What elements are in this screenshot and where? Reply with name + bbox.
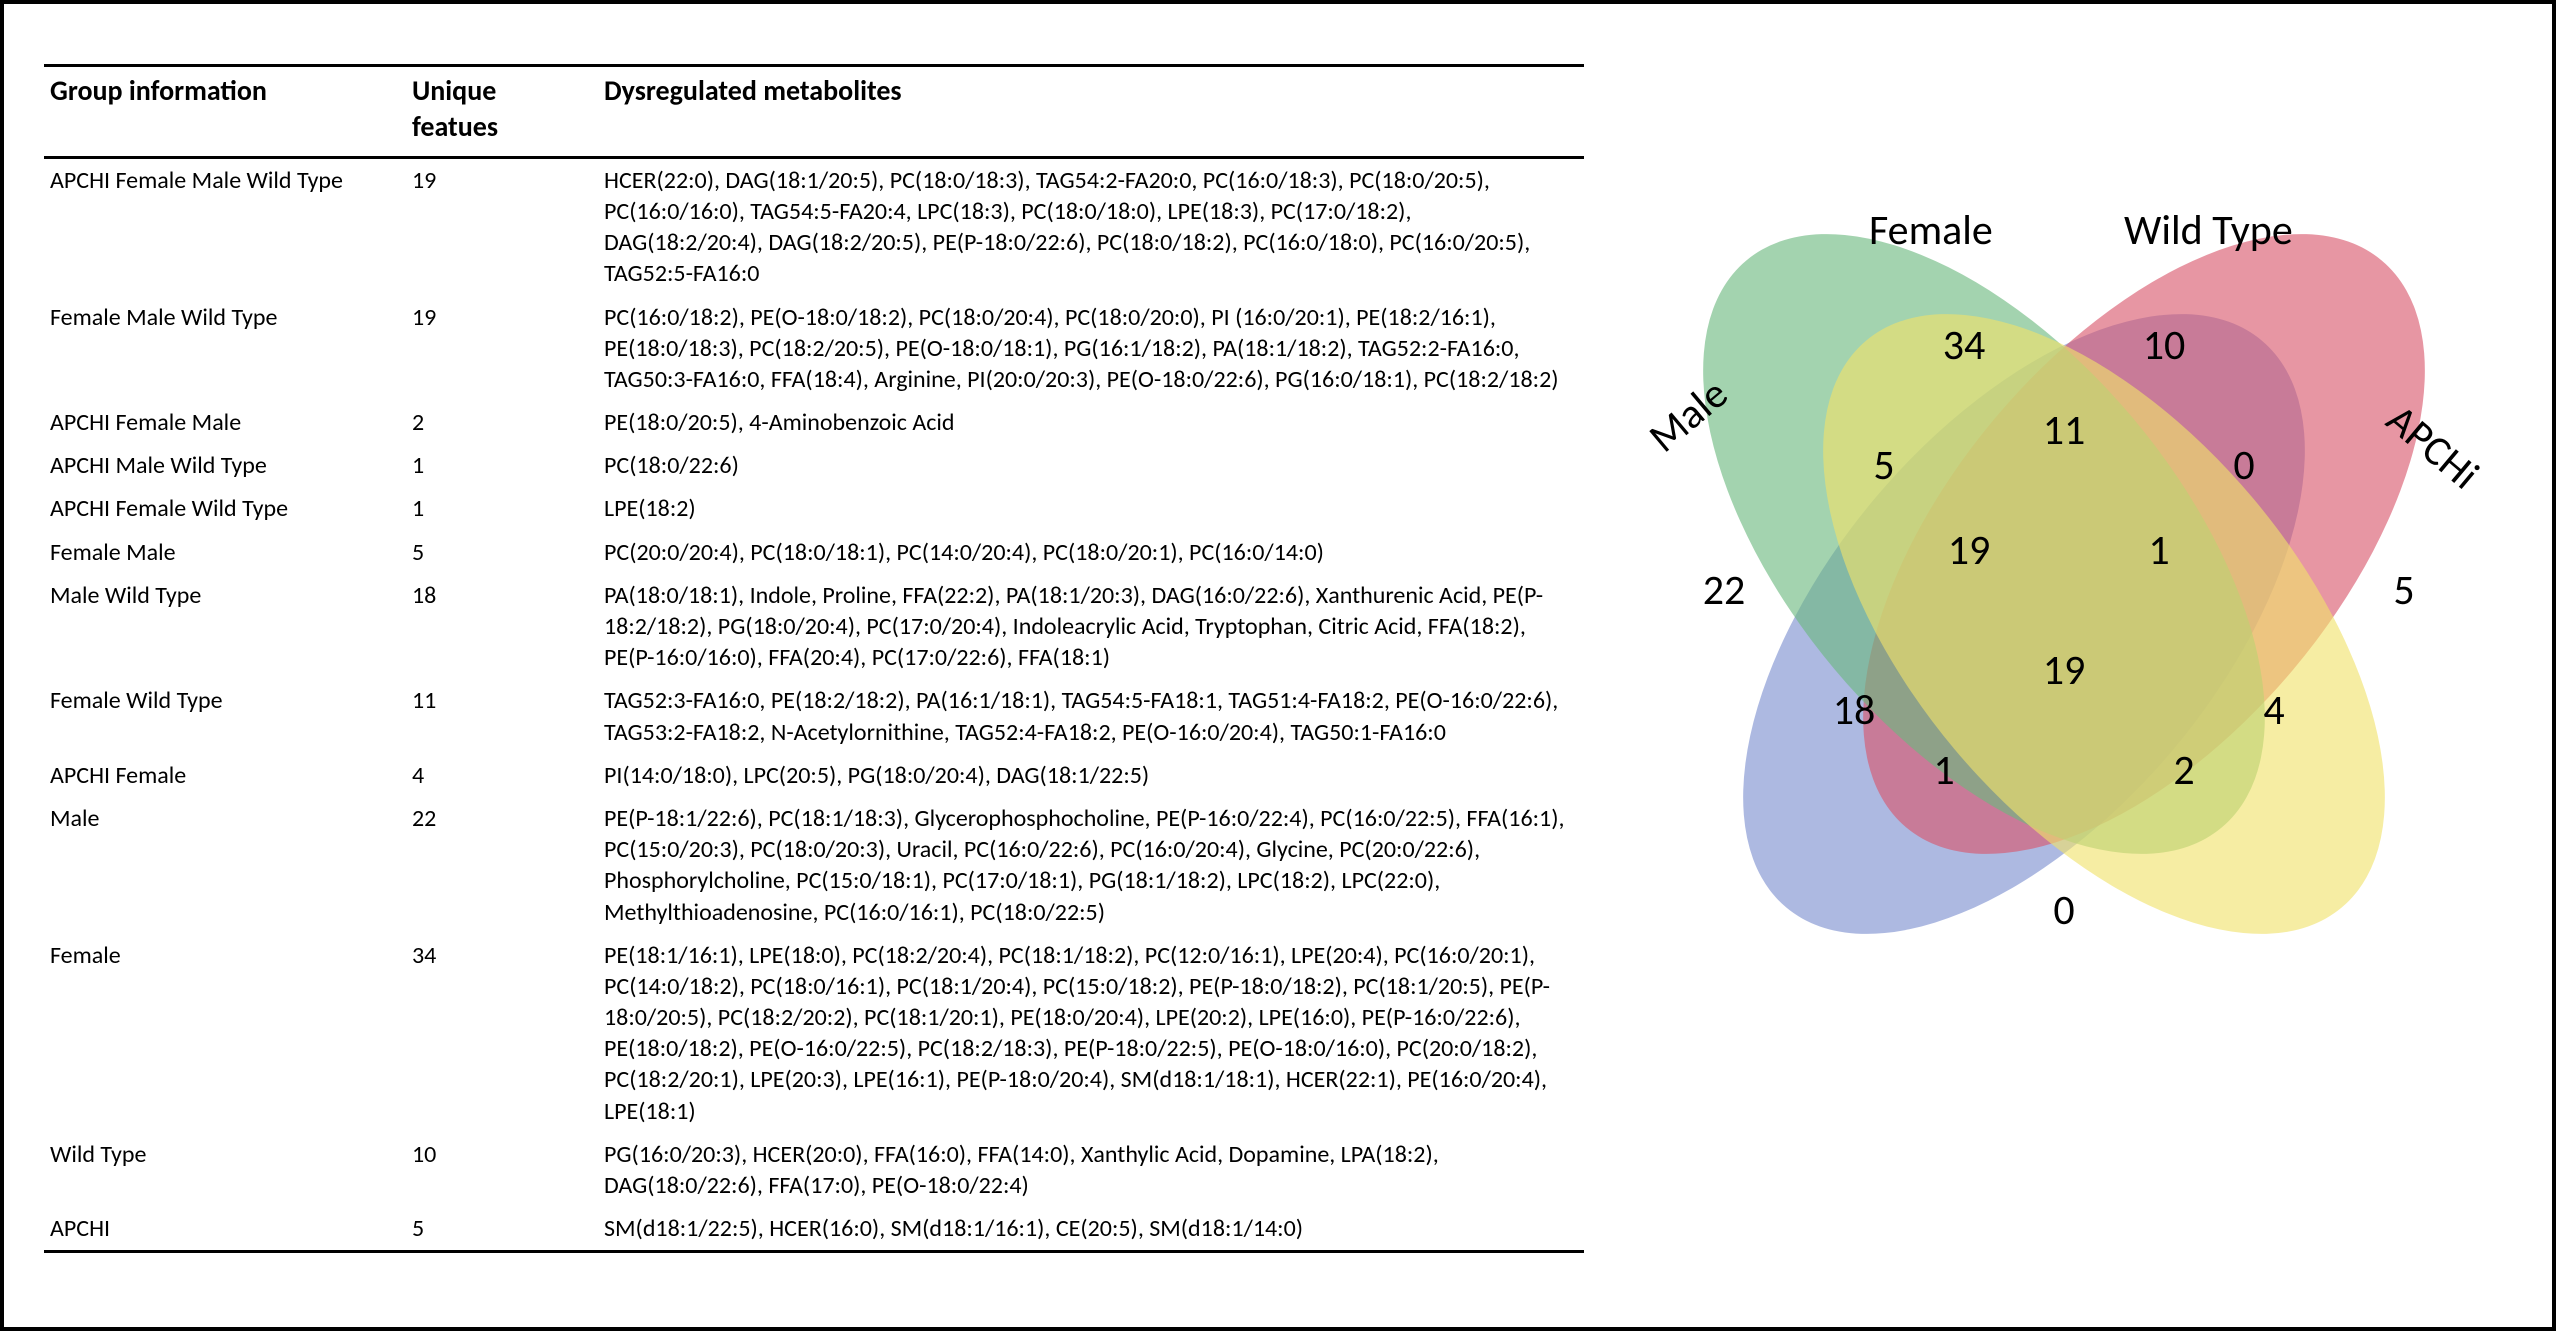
cell-group: Wild Type [44, 1133, 406, 1207]
table-row: Male22PE(P-18:1/22:6), PC(18:1/18:3), Gl… [44, 797, 1584, 934]
venn-region-female_wild_apchi: 1 [2148, 525, 2169, 576]
cell-unique: 4 [406, 754, 598, 797]
col-header-group: Group information [44, 66, 406, 158]
cell-group: Female Wild Type [44, 679, 406, 753]
cell-unique: 5 [406, 531, 598, 574]
cell-group: APCHI Female Wild Type [44, 487, 406, 530]
venn-region-male_female_wild: 19 [1948, 525, 1991, 576]
venn-region-female_wild: 11 [2043, 405, 2086, 456]
cell-metabolites: PI(14:0/18:0), LPC(20:5), PG(18:0/20:4),… [598, 754, 1584, 797]
table-row: APCHI Female4PI(14:0/18:0), LPC(20:5), P… [44, 754, 1584, 797]
cell-unique: 1 [406, 487, 598, 530]
venn-region-male_apchi: 0 [2053, 885, 2074, 936]
venn-region-female_apchi: 4 [2263, 685, 2284, 736]
cell-metabolites: PE(18:0/20:5), 4-Aminobenzoic Acid [598, 401, 1584, 444]
cell-metabolites: PC(20:0/20:4), PC(18:0/18:1), PC(14:0/20… [598, 531, 1584, 574]
venn-region-male_wild_apchi: 1 [1933, 745, 1954, 796]
cell-group: Female Male Wild Type [44, 296, 406, 402]
cell-metabolites: SM(d18:1/22:5), HCER(16:0), SM(d18:1/16:… [598, 1207, 1584, 1252]
figure-frame: Group information Unique featues Dysregu… [0, 0, 2556, 1331]
table-row: APCHI5SM(d18:1/22:5), HCER(16:0), SM(d18… [44, 1207, 1584, 1252]
cell-unique: 1 [406, 444, 598, 487]
table-row: Male Wild Type18PA(18:0/18:1), Indole, P… [44, 574, 1584, 680]
venn-region-male_female: 5 [1873, 440, 1894, 491]
table-row: Female34PE(18:1/16:1), LPE(18:0), PC(18:… [44, 934, 1584, 1133]
cell-metabolites: PA(18:0/18:1), Indole, Proline, FFA(22:2… [598, 574, 1584, 680]
venn-region-male_only: 22 [1703, 565, 1746, 616]
venn-region-male_female_apchi: 2 [2173, 745, 2194, 796]
cell-group: APCHI Male Wild Type [44, 444, 406, 487]
cell-unique: 11 [406, 679, 598, 753]
cell-group: APCHI Female Male Wild Type [44, 157, 406, 295]
cell-unique: 18 [406, 574, 598, 680]
col-header-unique: Unique featues [406, 66, 598, 158]
cell-group: APCHI Female [44, 754, 406, 797]
venn-region-apchi_only: 5 [2393, 565, 2414, 616]
cell-metabolites: PE(P-18:1/22:6), PC(18:1/18:3), Glycerop… [598, 797, 1584, 934]
cell-metabolites: PE(18:1/16:1), LPE(18:0), PC(18:2/20:4),… [598, 934, 1584, 1133]
venn-diagram: MaleFemaleWild TypeAPCHi 223410551101840… [1604, 134, 2534, 1034]
table-row: APCHI Female Male2PE(18:0/20:5), 4-Amino… [44, 401, 1584, 444]
venn-region-all4: 19 [2043, 645, 2086, 696]
cell-metabolites: HCER(22:0), DAG(18:1/20:5), PC(18:0/18:3… [598, 157, 1584, 295]
venn-region-wild_apchi: 0 [2233, 440, 2254, 491]
cell-metabolites: PC(18:0/22:6) [598, 444, 1584, 487]
cell-unique: 2 [406, 401, 598, 444]
venn-label-female: Female [1869, 205, 1993, 256]
cell-unique: 19 [406, 296, 598, 402]
venn-region-male_wild: 18 [1833, 685, 1876, 736]
cell-unique: 22 [406, 797, 598, 934]
metabolite-table: Group information Unique featues Dysregu… [44, 64, 1584, 1253]
cell-unique: 5 [406, 1207, 598, 1252]
cell-group: Female Male [44, 531, 406, 574]
cell-unique: 10 [406, 1133, 598, 1207]
cell-group: Male [44, 797, 406, 934]
cell-group: Male Wild Type [44, 574, 406, 680]
cell-metabolites: PC(16:0/18:2), PE(O-18:0/18:2), PC(18:0/… [598, 296, 1584, 402]
cell-metabolites: PG(16:0/20:3), HCER(20:0), FFA(16:0), FF… [598, 1133, 1584, 1207]
col-header-metab: Dysregulated metabolites [598, 66, 1584, 158]
table-row: Female Male5PC(20:0/20:4), PC(18:0/18:1)… [44, 531, 1584, 574]
venn-diagram-container: MaleFemaleWild TypeAPCHi 223410551101840… [1584, 44, 2512, 1287]
table-row: Wild Type10PG(16:0/20:3), HCER(20:0), FF… [44, 1133, 1584, 1207]
table-row: Female Male Wild Type19PC(16:0/18:2), PE… [44, 296, 1584, 402]
venn-label-wildtype: Wild Type [2124, 205, 2293, 256]
cell-metabolites: TAG52:3-FA16:0, PE(18:2/18:2), PA(16:1/1… [598, 679, 1584, 753]
metabolite-table-container: Group information Unique featues Dysregu… [44, 44, 1584, 1287]
cell-group: APCHI Female Male [44, 401, 406, 444]
table-row: APCHI Female Wild Type1LPE(18:2) [44, 487, 1584, 530]
cell-group: APCHI [44, 1207, 406, 1252]
cell-unique: 19 [406, 157, 598, 295]
cell-metabolites: LPE(18:2) [598, 487, 1584, 530]
cell-group: Female [44, 934, 406, 1133]
venn-region-female_only: 34 [1943, 320, 1986, 371]
venn-region-wild_only: 10 [2143, 320, 2186, 371]
table-row: APCHI Female Male Wild Type19HCER(22:0),… [44, 157, 1584, 295]
cell-unique: 34 [406, 934, 598, 1133]
table-row: Female Wild Type11TAG52:3-FA16:0, PE(18:… [44, 679, 1584, 753]
table-row: APCHI Male Wild Type1PC(18:0/22:6) [44, 444, 1584, 487]
